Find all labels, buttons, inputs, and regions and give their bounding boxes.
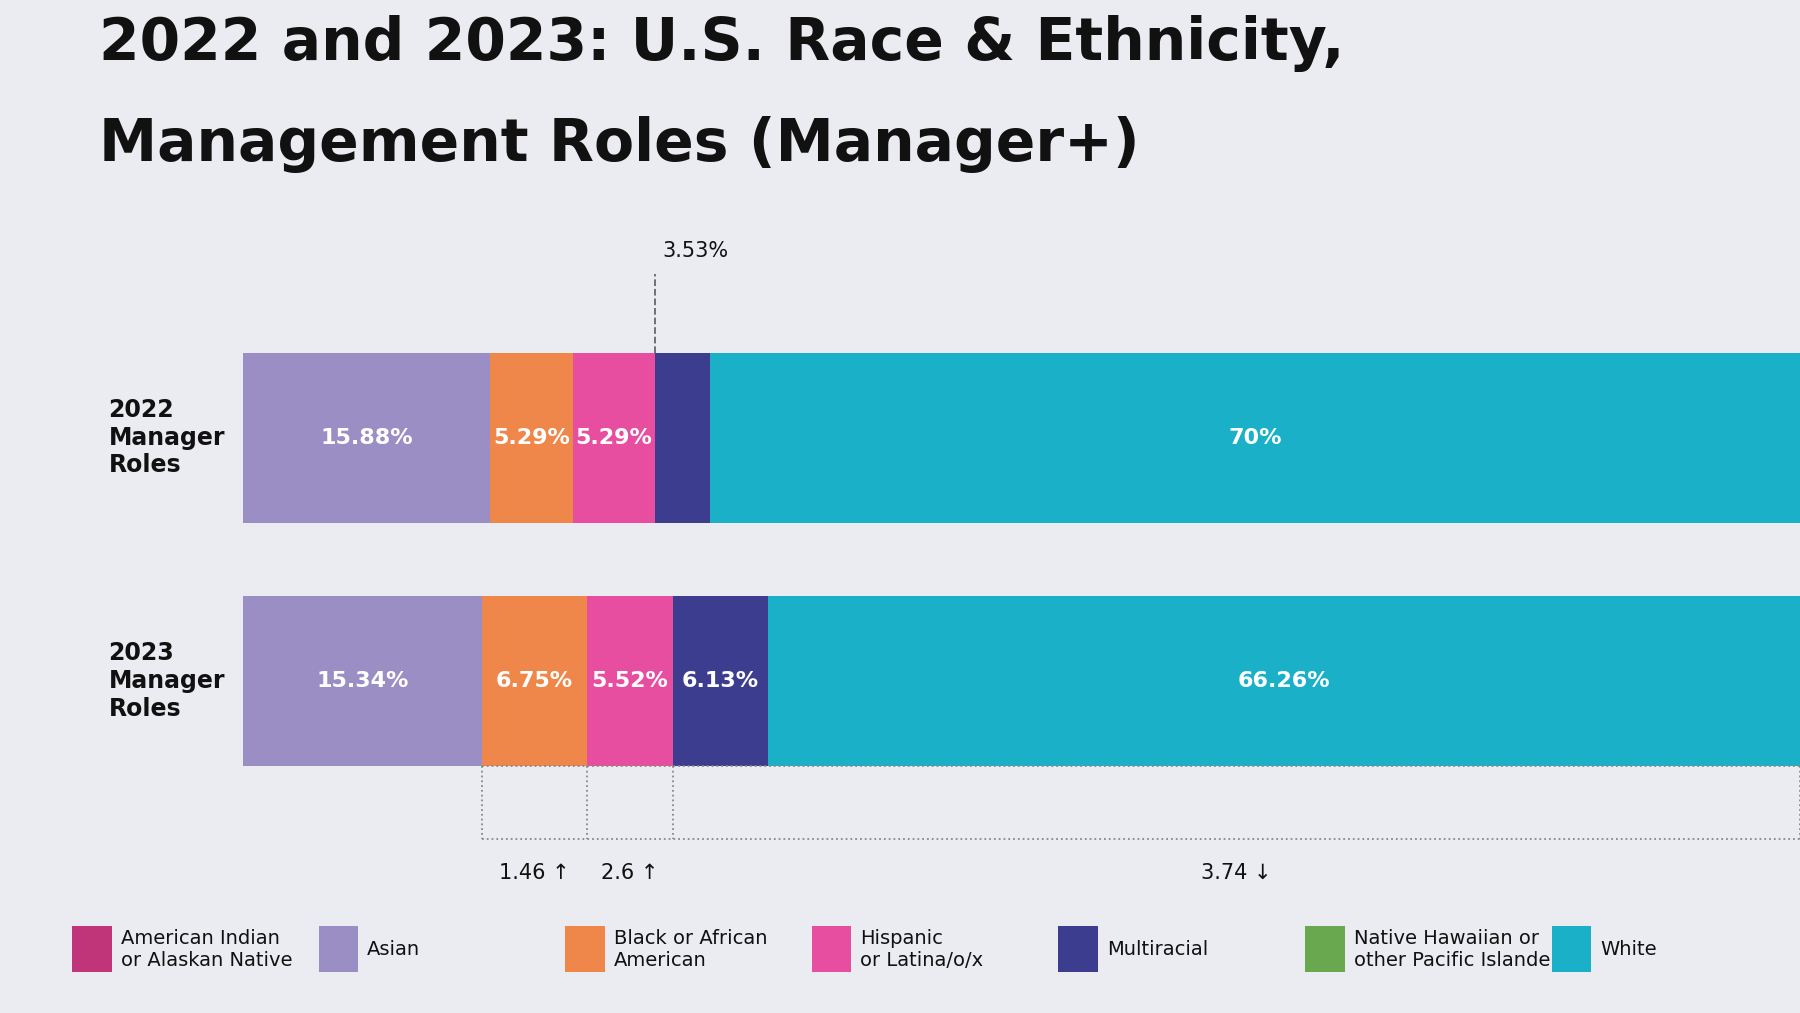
Text: 2022
Manager
Roles: 2022 Manager Roles bbox=[108, 398, 225, 477]
Text: 2022 and 2023: U.S. Race & Ethnicity,: 2022 and 2023: U.S. Race & Ethnicity, bbox=[99, 15, 1345, 72]
Text: 5.29%: 5.29% bbox=[576, 427, 652, 448]
Text: 6.13%: 6.13% bbox=[682, 671, 760, 691]
Bar bbox=[587, 596, 673, 766]
Text: Multiracial: Multiracial bbox=[1107, 940, 1208, 958]
Text: Management Roles (Manager+): Management Roles (Manager+) bbox=[99, 116, 1139, 173]
Text: 15.88%: 15.88% bbox=[320, 427, 412, 448]
Text: 6.75%: 6.75% bbox=[495, 671, 572, 691]
Text: 66.26%: 66.26% bbox=[1238, 671, 1330, 691]
Bar bbox=[655, 353, 709, 523]
Bar bbox=[482, 596, 587, 766]
Text: Native Hawaiian or
other Pacific Islander: Native Hawaiian or other Pacific Islande… bbox=[1354, 929, 1559, 969]
Text: Hispanic
or Latina/o/x: Hispanic or Latina/o/x bbox=[860, 929, 983, 969]
Text: 2.6 ↑: 2.6 ↑ bbox=[601, 863, 659, 883]
Bar bbox=[490, 353, 572, 523]
Text: 5.29%: 5.29% bbox=[493, 427, 571, 448]
Bar bbox=[243, 596, 482, 766]
Bar bbox=[673, 596, 769, 766]
Text: 5.52%: 5.52% bbox=[592, 671, 668, 691]
Text: 15.34%: 15.34% bbox=[317, 671, 409, 691]
Text: White: White bbox=[1600, 940, 1656, 958]
Text: 3.74 ↓: 3.74 ↓ bbox=[1201, 863, 1271, 883]
Text: Black or African
American: Black or African American bbox=[614, 929, 767, 969]
Text: 2023
Manager
Roles: 2023 Manager Roles bbox=[108, 641, 225, 720]
Text: 3.53%: 3.53% bbox=[662, 241, 729, 261]
Bar bbox=[572, 353, 655, 523]
Bar bbox=[709, 353, 1800, 523]
Text: Asian: Asian bbox=[367, 940, 421, 958]
Text: 1.46 ↑: 1.46 ↑ bbox=[499, 863, 571, 883]
Bar bbox=[243, 353, 490, 523]
Text: 70%: 70% bbox=[1228, 427, 1282, 448]
Text: American Indian
or Alaskan Native: American Indian or Alaskan Native bbox=[121, 929, 292, 969]
Bar bbox=[769, 596, 1800, 766]
